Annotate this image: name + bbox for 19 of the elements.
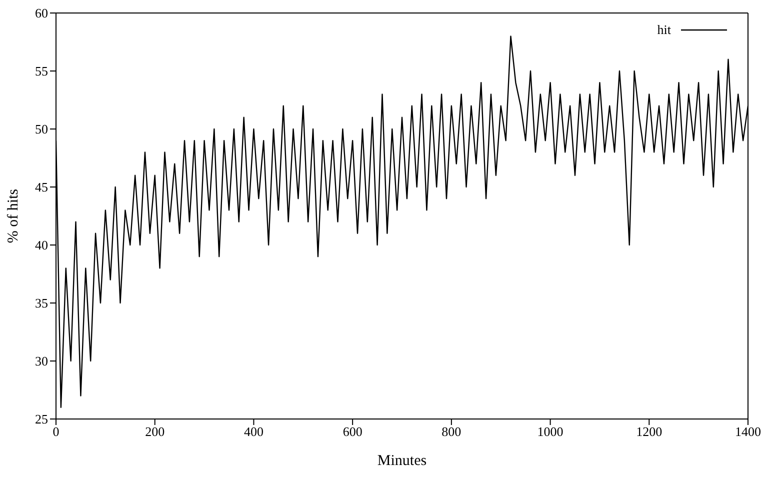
y-tick-label: 40 bbox=[35, 238, 48, 253]
x-tick-label: 600 bbox=[342, 424, 362, 440]
x-tick-label: 1400 bbox=[735, 424, 761, 440]
y-tick-label: 50 bbox=[35, 122, 48, 137]
x-tick-label: 0 bbox=[52, 424, 60, 440]
y-tick-label: 30 bbox=[35, 354, 48, 369]
y-tick-label: 55 bbox=[35, 64, 48, 79]
x-tick-label: 200 bbox=[145, 424, 165, 440]
x-tick-label: 1200 bbox=[636, 424, 662, 440]
y-tick-label: 25 bbox=[35, 412, 48, 427]
legend-label: hit bbox=[657, 22, 671, 38]
x-tick-label: 800 bbox=[442, 424, 462, 440]
x-tick-label: 400 bbox=[244, 424, 264, 440]
y-tick-label: 35 bbox=[35, 296, 48, 311]
x-tick-label: 1000 bbox=[537, 424, 564, 440]
y-tick-label: 60 bbox=[35, 6, 48, 21]
y-tick-label: 45 bbox=[35, 180, 48, 195]
y-axis-title: % of hits bbox=[5, 188, 22, 244]
x-axis-title: Minutes bbox=[377, 453, 427, 469]
